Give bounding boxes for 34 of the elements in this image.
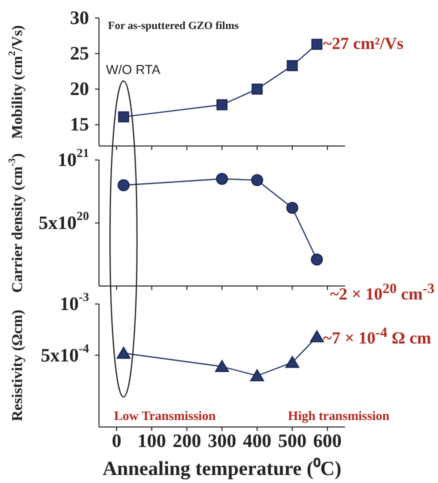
- y-axis-title: Resistivity (Ωcm): [10, 310, 26, 422]
- y-tick-label: 15: [70, 114, 89, 136]
- x-tick-label: 500: [278, 431, 307, 452]
- annotation: W/O RTA: [106, 62, 160, 77]
- point: [215, 360, 229, 372]
- x-tick-label: 300: [208, 431, 236, 452]
- point: [250, 369, 264, 382]
- x-tick-label: 600: [313, 431, 342, 452]
- y-tick-label: 20: [70, 78, 89, 100]
- y-tick-label: 5x10$^{-4}$: [40, 341, 89, 366]
- point: [310, 330, 324, 342]
- x-tick-label: 200: [172, 431, 202, 452]
- y-tick-label: 10$^{21}$: [58, 146, 89, 170]
- y-tick-label: 30: [70, 8, 89, 28]
- x-tick-label: 400: [242, 431, 272, 452]
- annotation: For as-sputtered GZO films: [108, 20, 239, 32]
- y-tick-label: 25: [70, 43, 89, 64]
- x-tick-label: 0: [112, 431, 122, 452]
- point: [286, 60, 298, 72]
- annotation: ~2 × 10$^{20}$ cm$^{-3}$: [330, 281, 434, 305]
- point: [116, 346, 131, 359]
- point: [118, 111, 130, 122]
- point: [216, 99, 228, 110]
- annotation: ~7 × 10$^{-4}$ Ω cm: [323, 325, 432, 349]
- point: [311, 38, 322, 50]
- annotation: ~27 cm²/Vs: [323, 34, 404, 54]
- x-tick-label: 100: [137, 431, 166, 452]
- y-tick-label: 10$^{-3}$: [60, 290, 89, 314]
- point: [285, 356, 300, 368]
- y-tick-label: 5x10$^{20}$: [38, 209, 89, 234]
- x-axis-title: Annealing temperature (⁰C): [102, 457, 342, 480]
- point: [252, 84, 263, 95]
- annotation: High transmission: [288, 408, 390, 424]
- annotation: Low Transmission: [114, 408, 216, 424]
